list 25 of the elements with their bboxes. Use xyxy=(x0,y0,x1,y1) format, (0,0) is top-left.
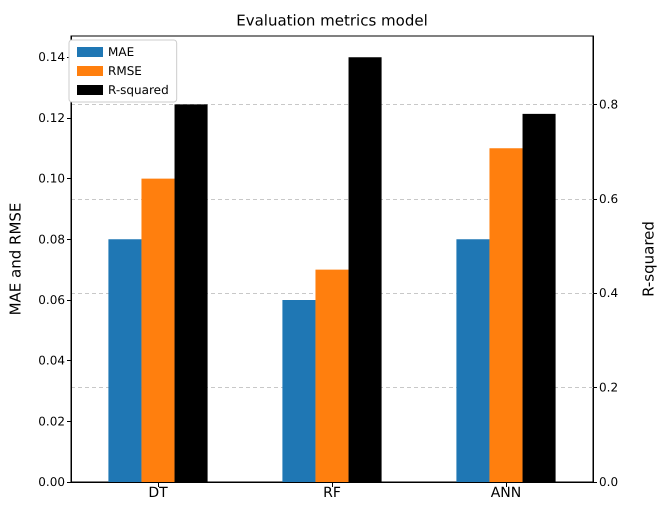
y-tick-label: 0.00 xyxy=(38,475,65,489)
y2-tick-label: 0.8 xyxy=(599,97,618,112)
legend-label: MAE xyxy=(108,45,134,59)
y-tick-label: 0.08 xyxy=(38,232,65,246)
y2-tick-label: 0.6 xyxy=(599,192,618,206)
y2-tick-label: 0.4 xyxy=(599,286,618,300)
y-axis-title: MAE and RMSE xyxy=(6,202,24,316)
chart-title: Evaluation metrics model xyxy=(236,12,428,30)
y2-axis-title: R-squared xyxy=(640,221,658,297)
bar xyxy=(456,239,490,482)
y-tick-label: 0.02 xyxy=(38,414,65,428)
legend-label: RMSE xyxy=(108,64,142,78)
y-tick-label: 0.06 xyxy=(38,292,65,307)
y-tick-label: 0.12 xyxy=(38,110,65,125)
y-tick-label: 0.14 xyxy=(38,50,65,64)
y-tick-label: 0.10 xyxy=(38,172,65,186)
y2-tick-label: 0.2 xyxy=(599,380,618,395)
legend-label: R-squared xyxy=(108,83,169,97)
x-tick-label: DT xyxy=(148,485,168,501)
bar xyxy=(108,239,142,482)
y-tick-label: 0.04 xyxy=(38,354,65,368)
x-tick-label: ANN xyxy=(490,485,522,501)
y2-tick-label: 0.0 xyxy=(599,475,618,489)
x-tick-label: RF xyxy=(323,485,341,501)
bar xyxy=(282,300,316,482)
